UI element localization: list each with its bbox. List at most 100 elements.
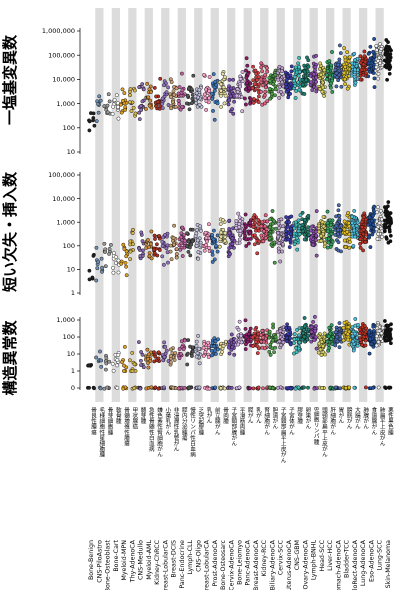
data-point xyxy=(237,237,242,242)
data-point xyxy=(147,103,152,108)
data-point xyxy=(350,220,355,225)
data-point xyxy=(386,52,391,57)
data-point xyxy=(284,85,289,90)
data-point xyxy=(273,87,278,92)
data-point xyxy=(220,71,225,76)
data-point xyxy=(376,231,381,236)
column-stripe xyxy=(309,8,318,402)
data-point xyxy=(232,99,237,104)
data-point xyxy=(111,265,116,270)
data-point xyxy=(149,256,154,261)
data-point xyxy=(87,268,92,273)
data-point xyxy=(179,241,184,246)
data-point xyxy=(244,237,249,242)
data-point xyxy=(310,224,314,229)
data-point xyxy=(195,228,199,232)
data-point xyxy=(207,75,212,79)
data-point xyxy=(148,98,153,103)
data-point xyxy=(300,210,305,215)
data-point xyxy=(259,89,263,94)
data-point xyxy=(203,230,208,235)
data-point xyxy=(295,247,300,252)
category-label-en: Myeloid-AML xyxy=(146,540,153,580)
data-point xyxy=(379,46,384,51)
data-point xyxy=(336,203,341,208)
data-point xyxy=(190,96,195,101)
data-point xyxy=(376,76,381,81)
data-point xyxy=(214,243,218,248)
data-point xyxy=(374,43,379,48)
data-point xyxy=(325,221,330,226)
column-stripe xyxy=(243,8,252,402)
data-point xyxy=(333,385,338,390)
data-point xyxy=(313,329,318,334)
data-point xyxy=(288,231,293,236)
data-point xyxy=(189,242,194,247)
data-point xyxy=(212,344,217,349)
column-stripe xyxy=(95,8,104,402)
data-point xyxy=(388,341,393,346)
data-point xyxy=(152,247,157,252)
category-label-jp: 骨芽細胞腫 xyxy=(107,407,114,436)
data-point xyxy=(244,81,249,86)
category-label-en: Lymph-CLL xyxy=(187,540,194,575)
data-point xyxy=(94,278,99,283)
data-point xyxy=(319,234,324,238)
data-point xyxy=(180,254,185,258)
data-point xyxy=(106,92,111,97)
data-point xyxy=(130,231,135,236)
data-point xyxy=(107,246,112,251)
category-label-jp: 甲状腺癌 xyxy=(131,407,138,431)
category-label-en: Breast-LobularCA xyxy=(162,539,169,590)
data-point xyxy=(212,348,217,353)
data-point xyxy=(387,329,392,334)
data-point xyxy=(232,352,237,357)
data-point xyxy=(163,233,167,237)
data-point xyxy=(277,64,282,69)
data-point xyxy=(238,219,243,224)
data-point xyxy=(227,98,232,103)
category-label-jp: 子宮頸部扁平上皮がん xyxy=(280,407,287,463)
data-point xyxy=(387,67,392,72)
data-point xyxy=(230,241,235,246)
data-point xyxy=(342,219,347,224)
data-point xyxy=(120,98,125,103)
data-point xyxy=(279,69,284,74)
data-point xyxy=(350,61,355,66)
data-point xyxy=(127,100,132,105)
data-point xyxy=(244,335,249,340)
data-point xyxy=(325,339,330,344)
data-point xyxy=(127,93,132,98)
category-label-jp: 急性骨髄性白血病 xyxy=(148,406,155,453)
column-stripe xyxy=(227,8,236,402)
data-point xyxy=(352,74,357,79)
data-point xyxy=(284,325,288,330)
data-point xyxy=(141,248,145,253)
data-point xyxy=(251,78,256,83)
data-point xyxy=(371,222,376,227)
data-point xyxy=(309,235,314,240)
panel-title: 一塩基変異数 xyxy=(1,34,19,125)
data-point xyxy=(189,354,194,358)
category-label-en: Lung-SCC xyxy=(377,539,384,570)
category-label-en: Breast-DCIS xyxy=(171,540,178,578)
data-point xyxy=(379,331,384,336)
data-point xyxy=(333,330,338,335)
data-point xyxy=(153,354,158,359)
data-point xyxy=(278,329,283,333)
data-point xyxy=(203,95,208,100)
data-point xyxy=(284,77,289,82)
data-point xyxy=(160,240,165,244)
data-point xyxy=(267,329,272,334)
data-point xyxy=(149,229,154,234)
data-point xyxy=(248,339,253,344)
data-point xyxy=(314,79,319,84)
data-point xyxy=(123,105,128,109)
data-point xyxy=(190,227,195,232)
data-point xyxy=(176,98,181,103)
category-label-jp: 肺扁平上皮がん xyxy=(379,407,386,447)
data-point xyxy=(129,109,134,113)
data-point xyxy=(140,239,145,244)
data-point xyxy=(320,85,325,90)
data-point xyxy=(296,218,301,223)
